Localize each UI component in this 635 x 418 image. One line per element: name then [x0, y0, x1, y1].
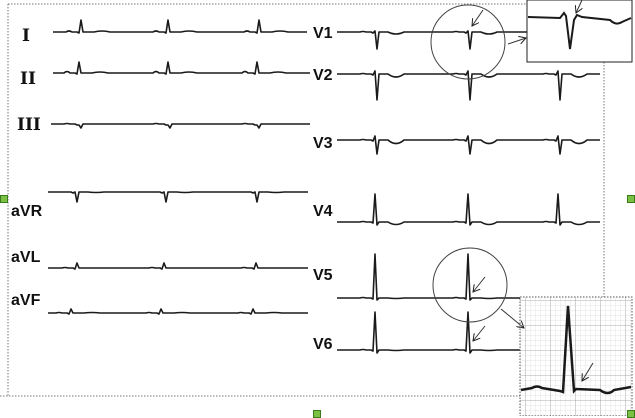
- inset-v5: [519, 296, 633, 416]
- trace-lead-V1: [337, 30, 530, 50]
- figure-frame: [0, 3, 605, 397]
- trace-lead-aVF: [48, 308, 308, 315]
- trace-lead-aVR: [48, 191, 308, 203]
- arrow-icon: [473, 325, 486, 341]
- trace-lead-V3: [337, 135, 600, 155]
- lead-label-V6: V6: [313, 336, 333, 353]
- inset-v1: [526, 0, 633, 63]
- trace-lead-V4: [337, 193, 600, 226]
- trace-lead-aVL: [48, 262, 308, 270]
- resize-handle-right[interactable]: [627, 195, 635, 203]
- trace-lead-II: [53, 61, 310, 75]
- resize-handle-bottom[interactable]: [313, 410, 321, 418]
- highlight-circle-v1: [430, 4, 506, 80]
- highlight-circle-v5: [432, 247, 508, 323]
- trace-lead-III: [51, 122, 310, 129]
- zoom-insets: [430, 0, 633, 416]
- lead-label-V3: V3: [313, 135, 333, 152]
- resize-handle-bottom-right[interactable]: [627, 410, 635, 418]
- lead-label-aVL: aVL: [11, 249, 41, 266]
- trace-lead-V5: [337, 253, 520, 301]
- trace-lead-V6: [337, 311, 520, 354]
- lead-label-V2: V2: [313, 67, 333, 84]
- ecg-traces: [48, 19, 600, 354]
- arrow-icon: [507, 38, 526, 45]
- lead-label-aVR: aVR: [11, 203, 43, 220]
- lead-label-V4: V4: [313, 203, 333, 220]
- lead-label-I: I: [22, 26, 30, 46]
- resize-handle-left[interactable]: [0, 195, 8, 203]
- trace-lead-I: [53, 19, 307, 34]
- lead-label-V1: V1: [313, 25, 333, 42]
- lead-label-aVF: aVF: [11, 292, 41, 309]
- arrow-icon: [472, 9, 484, 26]
- lead-label-II: II: [20, 69, 36, 89]
- trace-lead-V2: [337, 70, 600, 101]
- arrow-icon: [473, 276, 486, 292]
- lead-label-V5: V5: [313, 267, 333, 284]
- lead-label-III: III: [17, 115, 41, 135]
